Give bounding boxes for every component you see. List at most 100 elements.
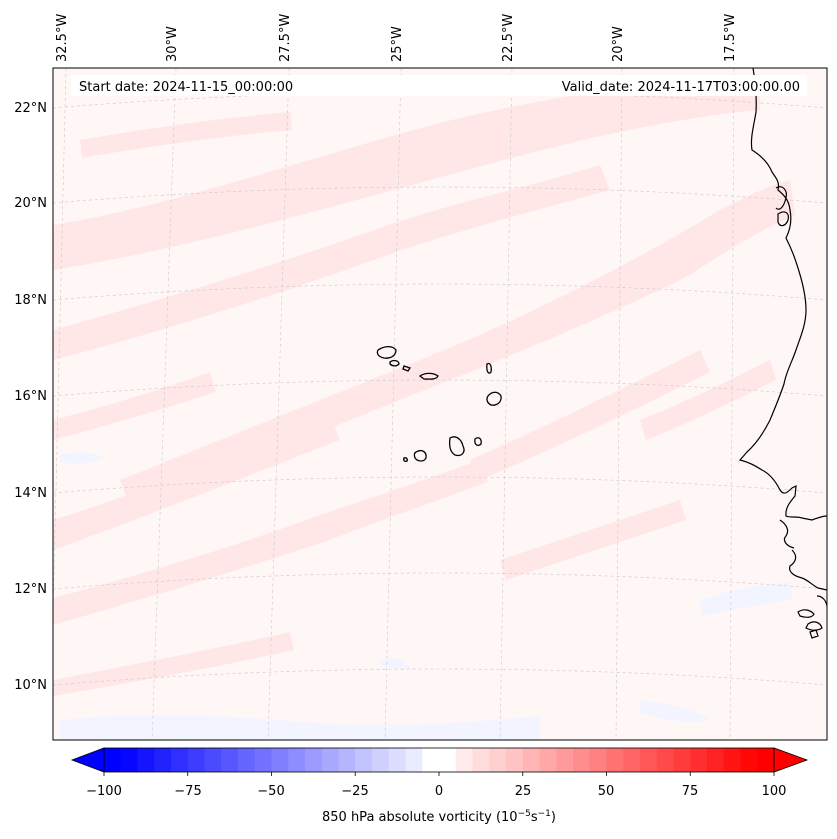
meridian-gridline	[615, 68, 623, 740]
colorbar-tick-label: 75	[682, 784, 699, 799]
parallel-gridline	[53, 476, 827, 494]
island-santo-antao	[376, 345, 397, 359]
lat-label: 14°N	[14, 486, 47, 501]
colorbar-cell	[388, 748, 406, 772]
start-date-label: Start date: 2024-11-15_00:00:00	[79, 80, 293, 95]
meridian-gridline	[267, 68, 290, 740]
map-gridlines	[53, 68, 827, 740]
colorbar-cell	[187, 748, 205, 772]
colorbar-cell	[104, 748, 122, 772]
weak-negative-patches	[60, 452, 792, 740]
island-fogo	[413, 450, 427, 462]
parallel-gridline	[53, 572, 827, 590]
colorbar-tick-label: −50	[257, 784, 284, 799]
island-brava	[403, 457, 408, 463]
colorbar-cell	[221, 748, 239, 772]
lat-label: 10°N	[14, 678, 47, 693]
colorbar-extend-min	[70, 747, 105, 773]
colorbar-cell	[271, 748, 289, 772]
colorbar-tick-label: −100	[86, 784, 122, 799]
colorbar-cell	[372, 748, 390, 772]
colorbar-cell	[455, 748, 473, 772]
colorbar-cell	[472, 748, 490, 772]
colorbar-cell	[506, 748, 524, 772]
lon-label: 20°W	[611, 26, 626, 62]
colorbar-cell	[338, 748, 356, 772]
colorbar-cell	[589, 748, 607, 772]
colorbar-cell	[489, 748, 507, 772]
colorbar-cell	[757, 748, 775, 772]
colorbar-cell	[623, 748, 641, 772]
parallel-gridline	[53, 283, 827, 301]
lon-label: 25°W	[390, 26, 405, 62]
colorbar-cell	[305, 748, 323, 772]
lat-label: 18°N	[14, 293, 47, 308]
colorbar-cell	[690, 748, 708, 772]
lon-label: 32.5°W	[55, 14, 70, 62]
meridian-gridline	[53, 68, 67, 627]
map-frame	[52, 67, 828, 741]
lon-label: 30°W	[165, 26, 180, 62]
colorbar-cell	[355, 748, 373, 772]
island-sao-nicolau	[418, 372, 439, 380]
colorbar-cell	[522, 748, 540, 772]
colorbar-cell	[321, 748, 339, 772]
cabo-verde-islands	[376, 345, 502, 463]
meridian-gridline	[729, 68, 735, 740]
colorbar-cell	[740, 748, 758, 772]
vorticity-bands	[53, 75, 795, 696]
lat-label: 20°N	[14, 196, 47, 211]
parallel-gridline	[53, 668, 827, 686]
meridian-gridline	[151, 68, 177, 740]
lon-label: 27.5°W	[278, 14, 293, 62]
island-sal	[486, 362, 492, 374]
colorbar-tick-label: −75	[174, 784, 201, 799]
colorbar-tick-label: 25	[515, 784, 532, 799]
lat-label: 22°N	[14, 101, 47, 116]
coastlines	[738, 68, 827, 639]
colorbar-cell	[656, 748, 674, 772]
colorbar-cell	[439, 748, 457, 772]
colorbar-label-exp2: −1	[538, 809, 551, 819]
africa-coastline	[738, 68, 827, 521]
colorbar-cell	[137, 748, 155, 772]
colorbar-tick-labels: −100 −75 −50 −25 0 25 50 75 100	[86, 784, 786, 799]
colorbar-tick-label: −25	[341, 784, 368, 799]
meridian-gridline	[384, 68, 402, 740]
island-maio	[474, 437, 482, 446]
colorbar-cell	[254, 748, 272, 772]
lon-label: 22.5°W	[501, 14, 516, 62]
colorbar-cell	[204, 748, 222, 772]
longitude-labels: 32.5°W 30°W 27.5°W 25°W 22.5°W 20°W 17.5…	[55, 14, 738, 62]
date-info-box	[71, 75, 807, 96]
colorbar-ticks	[103, 772, 775, 776]
colorbar-cell	[288, 748, 306, 772]
colorbar-cell	[673, 748, 691, 772]
map-panel	[53, 68, 827, 740]
colorbar: −100 −75 −50 −25 0 25 50 75 100 850 hPa …	[70, 747, 809, 825]
parallel-gridline	[53, 91, 827, 109]
colorbar-cell	[422, 748, 440, 772]
parallel-gridline	[53, 379, 827, 397]
colorbar-label-exp1: −5	[518, 809, 531, 819]
parallel-gridline	[53, 186, 827, 204]
colorbar-cell	[120, 748, 138, 772]
colorbar-cell	[707, 748, 725, 772]
colorbar-label-unit: (10	[496, 810, 518, 825]
colorbar-label: 850 hPa absolute vorticity (10−5s−1)	[322, 809, 556, 825]
colorbar-label-mid: s	[531, 810, 538, 825]
colorbar-cell	[539, 748, 557, 772]
meridian-gridline	[499, 68, 513, 740]
colorbar-cell	[723, 748, 741, 772]
colorbar-extend-max	[773, 747, 809, 773]
island-boa-vista	[486, 391, 502, 406]
lat-label: 12°N	[14, 582, 47, 597]
colorbar-label-text: 850 hPa absolute vorticity	[322, 810, 492, 825]
latitude-labels: 22°N 20°N 18°N 16°N 14°N 12°N 10°N	[14, 101, 47, 693]
colorbar-cell	[606, 748, 624, 772]
valid-date-label: Valid_date: 2024-11-17T03:00:00.00	[562, 80, 800, 95]
lon-label: 17.5°W	[723, 14, 738, 62]
colorbar-cell	[238, 748, 256, 772]
colorbar-tick-label: 50	[598, 784, 615, 799]
